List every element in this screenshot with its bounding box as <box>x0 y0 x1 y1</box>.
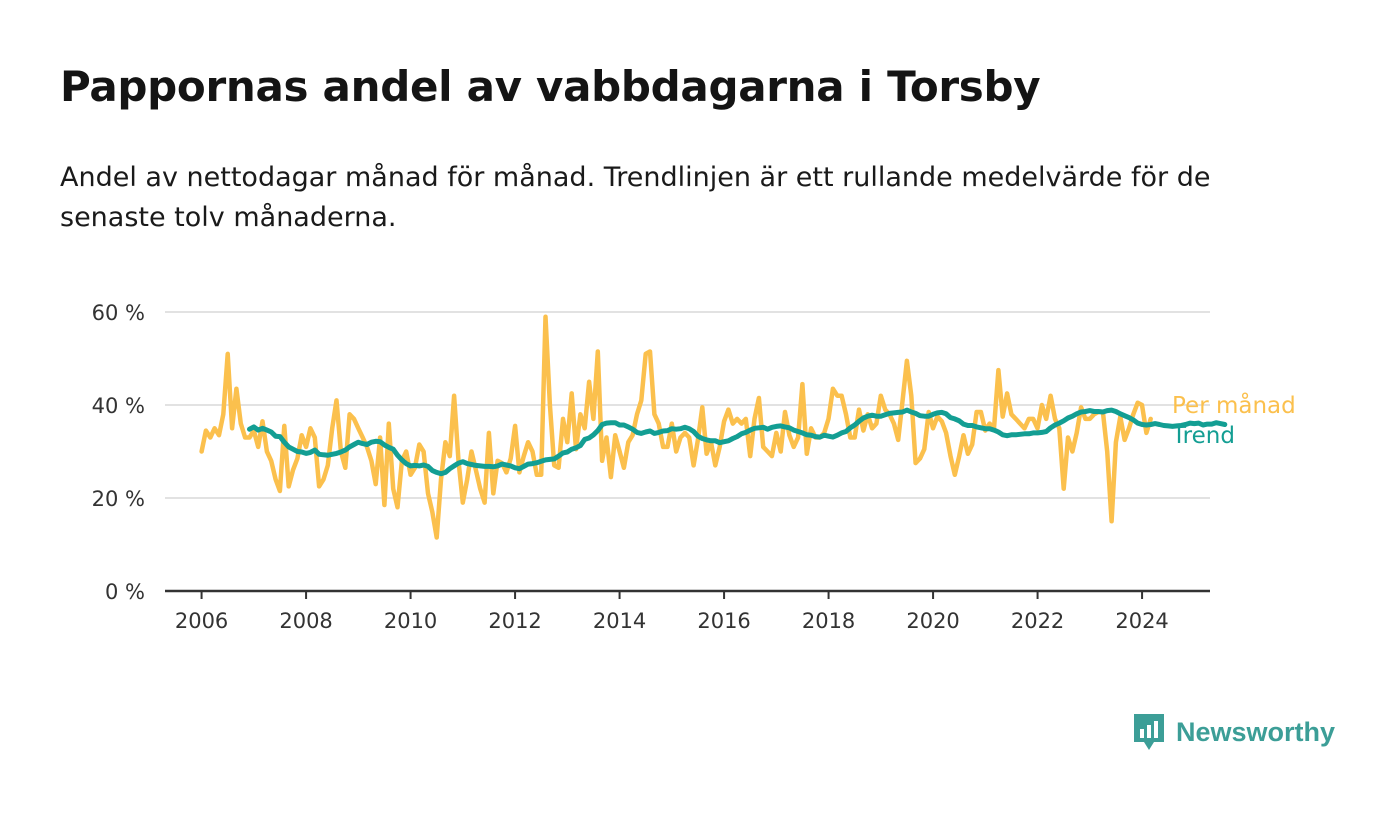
x-tick-label: 2008 <box>279 609 332 633</box>
x-tick-label: 2020 <box>906 609 959 633</box>
brand-name: Newsworthy <box>1176 716 1336 747</box>
y-tick-label: 40 % <box>92 394 145 418</box>
series-line-per-manad <box>199 314 1153 540</box>
x-tick-label: 2018 <box>802 609 855 633</box>
y-tick-label: 0 % <box>105 580 145 604</box>
y-tick-label: 60 % <box>92 301 145 325</box>
x-tick-label: 2010 <box>384 609 437 633</box>
chart-title: Pappornas andel av vabbdagarna i Torsby <box>60 62 1041 111</box>
brand-logo: Newsworthy <box>1132 712 1335 752</box>
x-tick-label: 2012 <box>488 609 541 633</box>
y-tick-label: 20 % <box>92 487 145 511</box>
x-tick-label: 2006 <box>175 609 228 633</box>
series-label-per-manad: Per månad <box>1172 391 1296 419</box>
series-label-trend: Trend <box>1171 423 1235 449</box>
x-tick-label: 2016 <box>697 609 750 633</box>
x-tick-label: 2022 <box>1011 609 1064 633</box>
x-tick-label: 2024 <box>1115 609 1168 633</box>
newsworthy-logo-icon <box>1134 714 1164 750</box>
x-tick-label: 2014 <box>593 609 646 633</box>
series-line-trend <box>247 407 1228 477</box>
chart-subtitle: Andel av nettodagar månad för månad. Tre… <box>60 162 1211 233</box>
